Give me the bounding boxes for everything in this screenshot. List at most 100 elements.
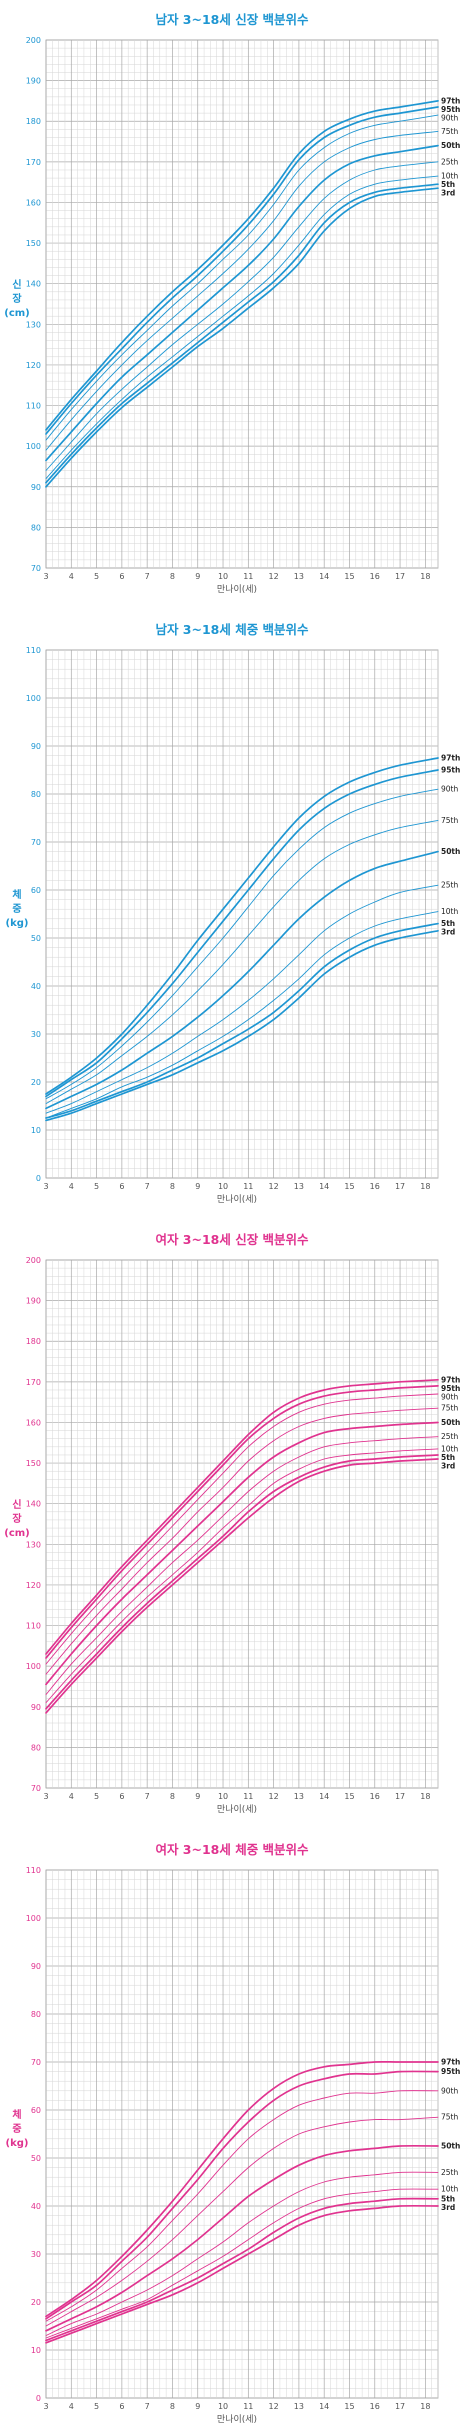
x-tick-label: 9 — [195, 2402, 200, 2411]
x-tick-label: 6 — [119, 1182, 124, 1191]
percentile-line-90th — [45, 788, 439, 1100]
x-tick-label: 8 — [170, 1792, 175, 1801]
percentile-line-90th — [45, 2090, 439, 2322]
x-tick-label: 12 — [269, 1182, 279, 1191]
percentile-label-90th: 90th — [441, 113, 458, 122]
percentile-label-25th: 25th — [441, 2168, 458, 2177]
y-tick-label: 130 — [26, 1540, 41, 1549]
percentile-label-5th: 5th — [441, 1453, 455, 1462]
percentile-label-75th: 75th — [441, 2113, 458, 2122]
percentile-label-3rd: 3rd — [441, 189, 455, 198]
percentile-line-10th — [45, 175, 439, 480]
percentile-label-25th: 25th — [441, 881, 458, 890]
y-tick-label: 170 — [26, 158, 41, 167]
percentile-label-25th: 25th — [441, 1432, 458, 1441]
x-tick-label: 4 — [69, 1182, 74, 1191]
percentile-label-75th: 75th — [441, 1404, 458, 1413]
y-tick-label: 160 — [26, 1418, 41, 1427]
x-tick-label: 12 — [269, 572, 279, 581]
x-axis-ticks: 3 4 5 6 7 8 9 10 11 12 13 14 15 16 17 18 — [43, 1792, 430, 1801]
percentile-label-50th: 50th — [441, 847, 460, 856]
x-tick-label: 4 — [69, 2402, 74, 2411]
x-tick-label: 10 — [218, 2402, 228, 2411]
x-tick-label: 16 — [370, 1792, 380, 1801]
y-axis-ticks: 70 80 90 100 110 120 130 140 150 160 170 180 190 200 — [26, 1256, 41, 1793]
y-axis-label-line: (cm) — [4, 308, 30, 319]
y-tick-label: 20 — [31, 2298, 41, 2307]
percentile-label-50th: 50th — [441, 1418, 460, 1427]
x-tick-label: 11 — [243, 1182, 253, 1191]
percentile-label-95th: 95th — [441, 105, 460, 114]
percentile-line-97th — [45, 1378, 439, 1655]
boys-weight-chart-svg: 남자 3~18세 체중 백분위수 0 10 20 30 40 50 60 70 80 90 100 1… — [6, 622, 461, 1205]
y-axis-label: 체 중 (kg) — [6, 888, 29, 929]
x-tick-label: 5 — [94, 572, 99, 581]
y-tick-label: 170 — [26, 1378, 41, 1387]
y-tick-label: 130 — [26, 320, 41, 329]
y-tick-label: 200 — [26, 1256, 41, 1265]
x-tick-label: 16 — [370, 1182, 380, 1191]
girls-height-chart: 여자 3~18세 신장 백분위수 70 80 90 100 110 120 130 140 15… — [0, 1220, 465, 1820]
y-tick-label: 190 — [26, 77, 41, 86]
percentile-line-5th — [45, 183, 439, 484]
y-tick-label: 110 — [26, 1866, 41, 1875]
percentile-label-10th: 10th — [441, 172, 458, 181]
percentile-label-95th: 95th — [441, 766, 460, 775]
y-tick-label: 40 — [31, 982, 41, 991]
x-tick-label: 17 — [395, 1792, 405, 1801]
y-tick-label: 70 — [31, 1784, 41, 1793]
y-tick-label: 10 — [31, 1126, 41, 1135]
y-axis-label-line: 체 — [12, 2108, 21, 2121]
y-tick-label: 60 — [31, 2106, 41, 2115]
x-tick-label: 11 — [243, 572, 253, 581]
x-tick-label: 6 — [119, 572, 124, 581]
percentile-line-3rd — [45, 929, 439, 1122]
x-tick-label: 12 — [269, 1792, 279, 1801]
percentile-line-95th — [45, 1385, 439, 1659]
percentile-line-50th — [45, 2144, 439, 2332]
y-axis-label-line: 신 — [12, 278, 21, 291]
percentile-label-5th: 5th — [441, 2194, 455, 2203]
percentile-line-25th — [45, 884, 439, 1114]
percentile-label-75th: 75th — [441, 816, 458, 825]
x-tick-label: 14 — [319, 1182, 329, 1191]
percentile-label-97th: 97th — [441, 96, 460, 105]
x-tick-label: 13 — [294, 572, 304, 581]
y-tick-label: 150 — [26, 1459, 41, 1468]
percentile-line-90th — [45, 114, 439, 441]
boys-height-chart-svg: 남자 3~18세 신장 백분위수 70 80 90 100 110 120 130 140 15… — [4, 12, 460, 595]
x-tick-label: 12 — [269, 2402, 279, 2411]
x-tick-label: 7 — [145, 1792, 150, 1801]
x-tick-label: 10 — [218, 1792, 228, 1801]
x-tick-label: 13 — [294, 2402, 304, 2411]
y-tick-label: 110 — [26, 402, 41, 411]
x-tick-label: 18 — [420, 572, 430, 581]
percentile-line-3rd — [45, 187, 439, 488]
x-tick-label: 9 — [195, 572, 200, 581]
y-tick-label: 150 — [26, 239, 41, 248]
percentile-line-5th — [45, 922, 439, 1119]
girls-weight-chart: 여자 3~18세 체중 백분위수 0 10 20 30 40 50 60 70 80 90 100 1… — [0, 1830, 465, 2430]
percentile-line-95th — [45, 106, 439, 435]
y-tick-label: 90 — [31, 483, 41, 492]
x-axis-ticks: 3 4 5 6 7 8 9 10 11 12 13 14 15 16 17 18 — [43, 572, 430, 581]
y-tick-label: 100 — [26, 1914, 41, 1923]
x-tick-label: 16 — [370, 2402, 380, 2411]
boys-weight-chart: 남자 3~18세 체중 백분위수 0 10 20 30 40 50 60 70 80 90 100 1… — [0, 610, 465, 1210]
y-tick-label: 120 — [26, 361, 41, 370]
percentile-line-50th — [45, 1421, 439, 1686]
percentile-line-97th — [45, 100, 439, 431]
x-tick-label: 17 — [395, 572, 405, 581]
y-tick-label: 80 — [31, 2010, 41, 2019]
y-tick-label: 30 — [31, 1030, 41, 1039]
x-tick-label: 17 — [395, 1182, 405, 1191]
percentile-label-95th: 95th — [441, 2067, 460, 2076]
y-tick-label: 160 — [26, 198, 41, 207]
chart-title: 여자 3~18세 체중 백분위수 — [155, 1842, 309, 1857]
percentile-label-10th: 10th — [441, 1444, 458, 1453]
chart-grid — [45, 39, 439, 569]
percentile-line-75th — [45, 819, 439, 1105]
percentile-label-50th: 50th — [441, 2142, 460, 2151]
